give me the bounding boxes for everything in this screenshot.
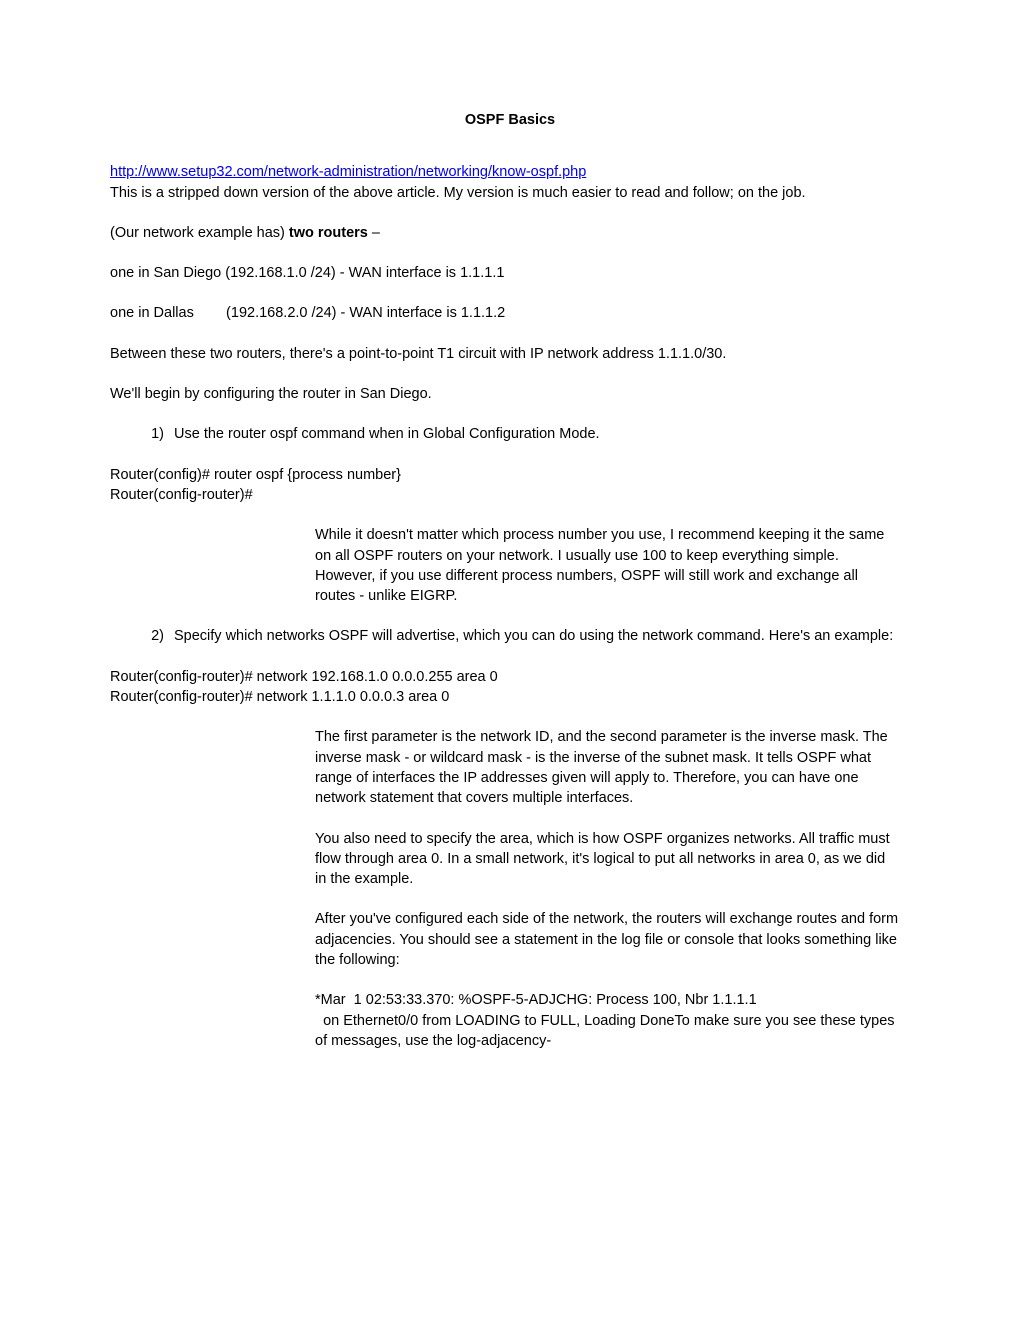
page-title: OSPF Basics	[110, 110, 910, 130]
note-block: After you've configured each side of the…	[315, 909, 900, 970]
san-diego-line: one in San Diego (192.168.1.0 /24) - WAN…	[110, 263, 910, 283]
dallas-line: one in Dallas (192.168.2.0 /24) - WAN in…	[110, 303, 910, 323]
step-2: 2) Specify which networks OSPF will adve…	[110, 626, 910, 646]
example-intro: (Our network example has) two routers –	[110, 223, 910, 243]
command-line: Router(config-router)# network 192.168.1…	[110, 667, 910, 687]
command-line: Router(config-router)# network 1.1.1.0 0…	[110, 687, 910, 707]
text-fragment: (Our network example has)	[110, 225, 289, 241]
document-page: OSPF Basics http://www.setup32.com/netwo…	[0, 0, 1020, 1320]
step-number: 1)	[110, 424, 174, 444]
log-line: on Ethernet0/0 from LOADING to FULL, Loa…	[315, 1011, 900, 1052]
source-link[interactable]: http://www.setup32.com/network-administr…	[110, 164, 586, 180]
step-1: 1) Use the router ospf command when in G…	[110, 424, 910, 444]
step-number: 2)	[110, 626, 174, 646]
command-line: Router(config-router)#	[110, 485, 910, 505]
bold-text: two routers	[289, 225, 368, 241]
intro-paragraph: This is a stripped down version of the a…	[110, 183, 910, 203]
log-output-block: *Mar 1 02:53:33.370: %OSPF-5-ADJCHG: Pro…	[315, 990, 900, 1051]
note-block: The first parameter is the network ID, a…	[315, 727, 900, 808]
between-routers-text: Between these two routers, there's a poi…	[110, 344, 910, 364]
command-block-2: Router(config-router)# network 192.168.1…	[110, 667, 910, 708]
step-text: Specify which networks OSPF will adverti…	[174, 626, 910, 646]
command-block-1: Router(config)# router ospf {process num…	[110, 465, 910, 506]
source-link-line: http://www.setup32.com/network-administr…	[110, 162, 910, 182]
command-line: Router(config)# router ospf {process num…	[110, 465, 910, 485]
note-block: You also need to specify the area, which…	[315, 829, 900, 890]
text-fragment: –	[368, 225, 380, 241]
step-text: Use the router ospf command when in Glob…	[174, 424, 910, 444]
log-line: *Mar 1 02:53:33.370: %OSPF-5-ADJCHG: Pro…	[315, 990, 900, 1010]
begin-text: We'll begin by configuring the router in…	[110, 384, 910, 404]
note-block: While it doesn't matter which process nu…	[315, 525, 900, 606]
